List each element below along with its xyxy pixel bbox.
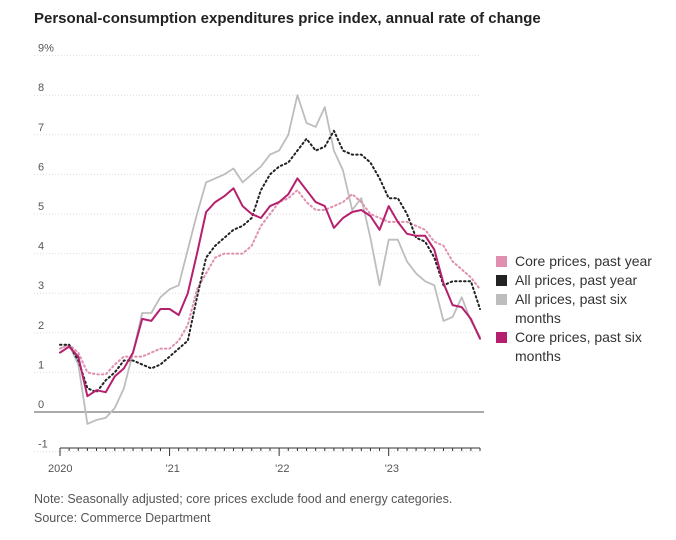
legend-label: All prices, past year [515, 272, 638, 288]
legend-swatch [496, 294, 507, 305]
y-tick-label: 8 [38, 82, 44, 94]
line-core-past-year [59, 189, 481, 376]
y-tick-label: 0 [38, 399, 44, 411]
y-tick-label: 2 [38, 320, 44, 332]
legend-item-core-past-year: Core prices, past year [496, 252, 671, 271]
legend-swatch [496, 256, 507, 267]
y-tick-label: 7 [38, 122, 44, 134]
legend-item-core-past-six: Core prices, past six months [496, 328, 671, 366]
legend-label: Core prices, past year [515, 253, 652, 269]
y-tick-label: 1 [38, 359, 44, 371]
chart-footnote: Note: Seasonally adjusted; core prices e… [34, 490, 452, 528]
legend-item-all-past-year: All prices, past year [496, 271, 671, 290]
y-tick-label: 6 [38, 161, 44, 173]
line-all-past-six [59, 94, 481, 425]
legend-label: Core prices, past six months [515, 329, 642, 364]
legend-swatch [496, 275, 507, 286]
note-text: Note: Seasonally adjusted; core prices e… [34, 492, 453, 506]
source-text: Source: Commerce Department [34, 511, 211, 525]
x-tick-label: '21 [166, 463, 180, 475]
x-tick-label: '22 [275, 463, 289, 475]
y-tick-label: 3 [38, 280, 44, 292]
line-all-past-year [59, 129, 481, 394]
chart-legend: Core prices, past year All prices, past … [496, 252, 671, 366]
legend-swatch [496, 332, 507, 343]
y-tick-label: 9% [38, 43, 54, 55]
x-tick-label: '23 [385, 463, 399, 475]
y-tick-label: 5 [38, 201, 44, 213]
legend-label: All prices, past six months [515, 291, 628, 326]
y-tick-label: -1 [38, 439, 48, 451]
chart-title: Personal-consumption expenditures price … [34, 10, 541, 27]
line-core-past-six [59, 177, 481, 398]
x-tick-label: 2020 [48, 463, 72, 475]
y-tick-label: 4 [38, 241, 44, 253]
legend-item-all-past-six: All prices, past six months [496, 290, 671, 328]
